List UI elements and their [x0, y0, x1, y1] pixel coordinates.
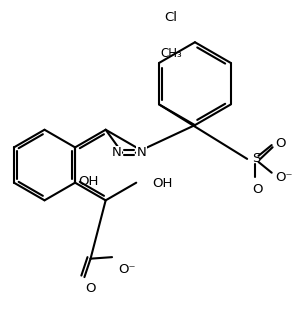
Text: O⁻: O⁻ — [118, 263, 136, 276]
Text: S: S — [252, 152, 261, 165]
Text: OH: OH — [78, 175, 99, 188]
Text: N: N — [137, 146, 147, 159]
Text: O⁻: O⁻ — [275, 171, 292, 184]
Text: O: O — [85, 282, 96, 295]
Text: N: N — [112, 146, 122, 159]
Text: Cl: Cl — [164, 11, 177, 24]
Text: N: N — [111, 146, 121, 159]
Text: CH₃: CH₃ — [161, 47, 182, 60]
Text: OH: OH — [152, 177, 172, 190]
Text: N: N — [136, 146, 146, 159]
Text: O: O — [275, 137, 285, 150]
Text: O: O — [253, 183, 263, 197]
